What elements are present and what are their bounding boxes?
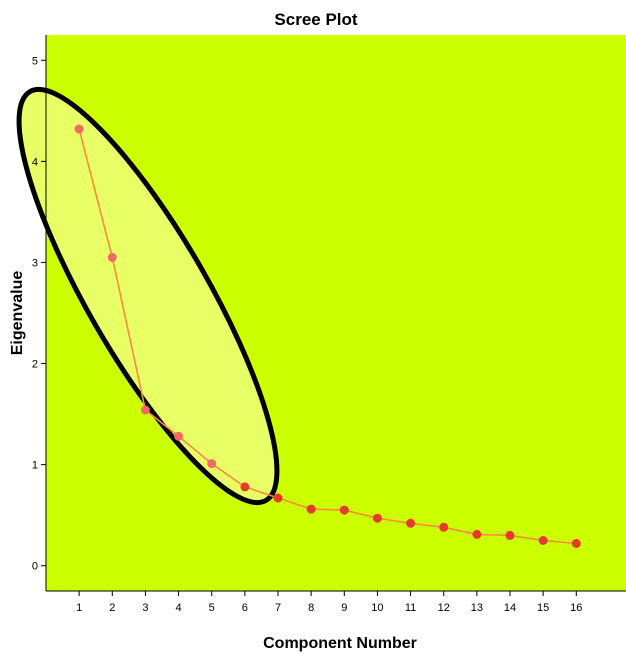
x-tick-label-3: 3 bbox=[142, 602, 148, 614]
y-tick-label-4: 4 bbox=[32, 156, 38, 168]
x-tick-label-16: 16 bbox=[570, 602, 582, 614]
data-point-11 bbox=[406, 519, 415, 528]
data-point-1 bbox=[75, 125, 84, 134]
data-point-10 bbox=[373, 514, 382, 523]
x-tick-label-8: 8 bbox=[308, 602, 314, 614]
data-point-6 bbox=[240, 482, 249, 491]
chart-title: Scree Plot bbox=[274, 10, 357, 29]
data-point-8 bbox=[307, 505, 316, 514]
data-point-13 bbox=[472, 530, 481, 539]
data-point-16 bbox=[572, 539, 581, 548]
data-point-3 bbox=[141, 406, 150, 415]
data-point-4 bbox=[174, 432, 183, 441]
y-tick-label-3: 3 bbox=[32, 257, 38, 269]
x-tick-label-9: 9 bbox=[341, 602, 347, 614]
y-tick-label-5: 5 bbox=[32, 55, 38, 67]
data-point-15 bbox=[539, 536, 548, 545]
y-tick-label-0: 0 bbox=[32, 561, 38, 573]
x-tick-label-7: 7 bbox=[275, 602, 281, 614]
x-tick-label-10: 10 bbox=[371, 602, 383, 614]
y-axis-label: Eigenvalue bbox=[9, 271, 26, 356]
x-tick-label-4: 4 bbox=[176, 602, 182, 614]
x-tick-label-13: 13 bbox=[471, 602, 483, 614]
x-tick-label-12: 12 bbox=[438, 602, 450, 614]
x-tick-label-11: 11 bbox=[405, 602, 416, 614]
data-point-7 bbox=[274, 494, 283, 503]
x-tick-label-2: 2 bbox=[109, 602, 115, 614]
y-tick-label-1: 1 bbox=[32, 460, 38, 472]
x-axis-label: Component Number bbox=[263, 635, 417, 652]
x-tick-label-5: 5 bbox=[209, 602, 215, 614]
data-point-2 bbox=[108, 253, 117, 262]
data-point-12 bbox=[439, 523, 448, 532]
x-tick-label-1: 1 bbox=[76, 602, 82, 614]
data-point-5 bbox=[207, 459, 216, 468]
x-tick-label-15: 15 bbox=[537, 602, 549, 614]
data-point-14 bbox=[506, 531, 515, 540]
y-tick-label-2: 2 bbox=[32, 359, 38, 371]
data-point-9 bbox=[340, 506, 349, 515]
x-tick-label-6: 6 bbox=[242, 602, 248, 614]
x-tick-label-14: 14 bbox=[504, 602, 516, 614]
